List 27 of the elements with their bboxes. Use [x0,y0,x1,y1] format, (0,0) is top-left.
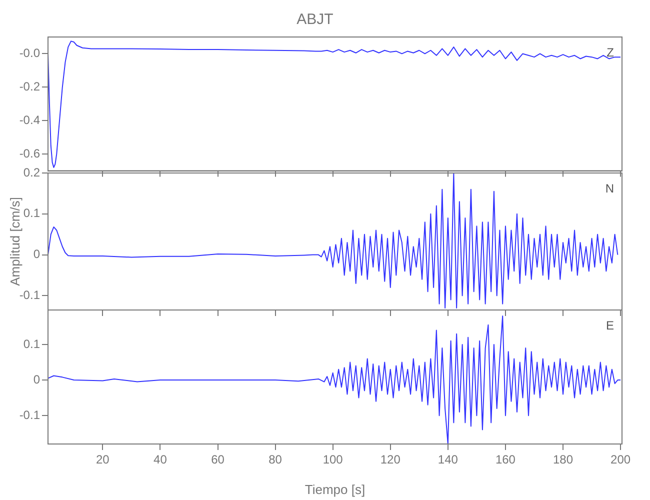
x-tick-label: 100 [322,452,344,467]
y-tick-label: -0.4 [19,112,40,127]
x-tick-label: 140 [438,452,458,467]
x-axis-title: Tiempo [s] [304,482,366,497]
chart-title: ABJT [296,11,334,28]
annotation: Z [606,45,614,60]
y-tick-label: 0.1 [23,336,40,351]
x-tick-label: 120 [380,452,401,467]
x-tick-label: 20 [96,452,110,467]
y-tick-label: -0.1 [19,288,40,302]
y-tick-label: 0 [33,247,40,262]
y-tick-label: 0 [33,372,40,386]
y-tick-label: 0.2 [23,165,40,180]
x-tick-label: 160 [495,452,516,467]
annotation: N [605,181,614,196]
x-tick-label: 80 [268,452,282,467]
y-tick-label: -0.2 [19,79,40,94]
annotation: E [606,318,614,332]
y-tick-label: 0.1 [23,206,40,220]
x-tick-label: 200 [610,452,631,467]
y-tick-label: -0.6 [19,146,40,160]
x-tick-label: 40 [154,452,168,467]
y-tick-label: -0.0 [19,46,40,60]
x-tick-label: 60 [211,452,225,467]
y-axis-title: Amplitud [cm/s] [7,197,22,286]
x-tick-label: 180 [553,452,574,467]
y-tick-label: -0.1 [19,408,40,422]
